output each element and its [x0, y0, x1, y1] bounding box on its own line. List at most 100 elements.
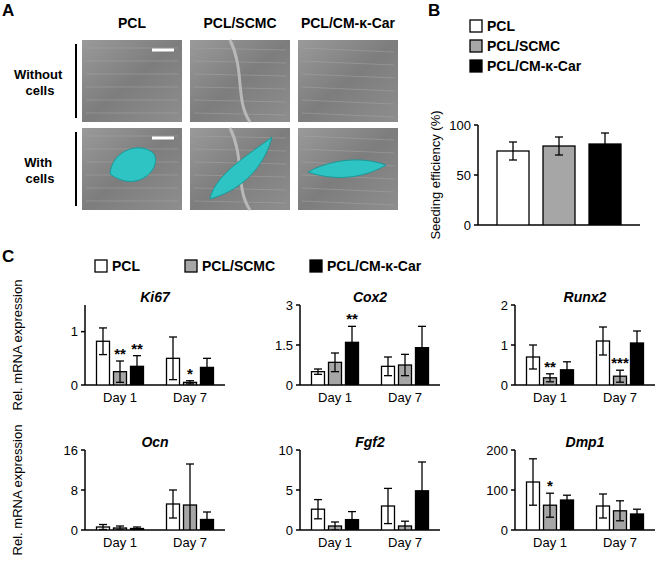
y-axis-label: Seeding efficiency (%)	[428, 110, 443, 239]
error-stem	[532, 459, 533, 505]
sem-texture	[194, 61, 286, 63]
sem-texture	[302, 100, 394, 104]
row-header-line: Without	[14, 67, 66, 82]
legend-swatch	[185, 260, 197, 272]
x-tick-label: Day 7	[388, 535, 422, 550]
error-cap	[401, 375, 409, 376]
sem-texture	[194, 188, 286, 190]
y-tick-label: 1	[501, 338, 508, 353]
error-bar	[384, 357, 392, 376]
error-bar	[555, 137, 563, 155]
error-stem	[206, 358, 207, 376]
error-cap	[529, 368, 537, 369]
x-tick-label: Day 7	[173, 535, 207, 550]
error-cap	[314, 499, 322, 500]
error-bar	[529, 459, 537, 505]
error-cap	[509, 141, 517, 142]
error-cap	[633, 354, 641, 355]
legend: PCLPCL/SCMCPCL/CM-κ-Car	[95, 258, 422, 274]
error-cap	[616, 520, 624, 521]
legend-label: PCL/SCMC	[202, 258, 275, 274]
x-tick-label: Day 7	[173, 390, 207, 405]
sem-texture	[86, 74, 178, 75]
error-cap	[599, 326, 607, 327]
significance: **	[346, 310, 358, 327]
error-cap	[169, 379, 177, 380]
chart-title: Fgf2	[355, 434, 385, 450]
error-cap	[203, 511, 211, 512]
error-cap	[331, 529, 339, 530]
error-stem	[404, 354, 405, 375]
sem-texture	[194, 113, 286, 115]
chart: Dmp10100200*Day 1Day 7	[486, 434, 655, 550]
error-cap	[133, 529, 141, 530]
bars	[312, 326, 429, 385]
error-cap	[563, 504, 571, 505]
cell-overlay	[110, 148, 156, 182]
error-bar	[99, 328, 107, 355]
column-header: PCL	[118, 15, 146, 31]
error-cap	[509, 159, 517, 160]
error-stem	[602, 494, 603, 518]
error-bar	[133, 356, 141, 377]
row-bracket	[75, 44, 77, 118]
legend-swatch	[470, 60, 482, 72]
error-bar	[633, 509, 641, 519]
significance: **	[131, 340, 143, 357]
y-tick-label: 1.5	[275, 338, 293, 353]
error-cap	[99, 354, 107, 355]
error-bar	[563, 362, 571, 378]
error-cap	[418, 461, 426, 462]
sem-texture	[194, 48, 286, 50]
error-stem	[604, 133, 605, 155]
error-stem	[558, 137, 559, 155]
sem-texture	[302, 87, 394, 91]
panel-label: A	[2, 1, 14, 20]
chart: Fgf20510Day 1Day 7	[279, 434, 440, 550]
sem-texture	[86, 113, 178, 114]
sem-texture	[194, 149, 286, 151]
error-stem	[206, 512, 207, 527]
error-bar	[401, 521, 409, 530]
error-bar	[186, 464, 194, 530]
error-bar	[348, 512, 356, 528]
chart: Ki6701Rel. mRNA expression*****Day 1Day …	[10, 258, 422, 410]
error-cap	[314, 368, 322, 369]
chart: Ocn0816Rel. mRNA expressionDay 1Day 7	[10, 425, 225, 556]
error-bar	[169, 490, 177, 518]
sem-texture	[194, 100, 286, 102]
panel-label: B	[428, 1, 440, 20]
bar	[561, 500, 574, 530]
error-cap	[563, 377, 571, 378]
error-cap	[99, 529, 107, 530]
error-cap	[384, 488, 392, 489]
legend-label: PCL/CM-κ-Car	[487, 58, 582, 74]
error-cap	[133, 376, 141, 377]
error-cap	[616, 500, 624, 501]
error-stem	[566, 495, 567, 505]
error-stem	[136, 356, 137, 377]
error-cap	[99, 327, 107, 328]
error-bar	[203, 512, 211, 527]
legend-swatch	[470, 20, 482, 32]
x-tick-label: Day 1	[318, 390, 352, 405]
row-header-line: With	[24, 155, 56, 170]
error-cap	[203, 376, 211, 377]
y-tick	[81, 449, 85, 451]
error-stem	[602, 327, 603, 355]
bars	[527, 459, 644, 530]
error-cap	[169, 336, 177, 337]
error-cap	[599, 493, 607, 494]
x-tick-label: Day 7	[603, 390, 637, 405]
bar	[543, 146, 575, 225]
annotations: *	[547, 477, 553, 494]
y-tick-label: 50	[457, 168, 471, 183]
legend-label: PCL/CM-κ-Car	[327, 258, 422, 274]
error-stem	[421, 462, 422, 520]
y-tick	[511, 304, 515, 306]
error-bar	[601, 133, 609, 155]
y-tick	[81, 489, 85, 491]
chart-title: Cox2	[353, 289, 387, 305]
error-cap	[348, 358, 356, 359]
error-cap	[616, 382, 624, 383]
